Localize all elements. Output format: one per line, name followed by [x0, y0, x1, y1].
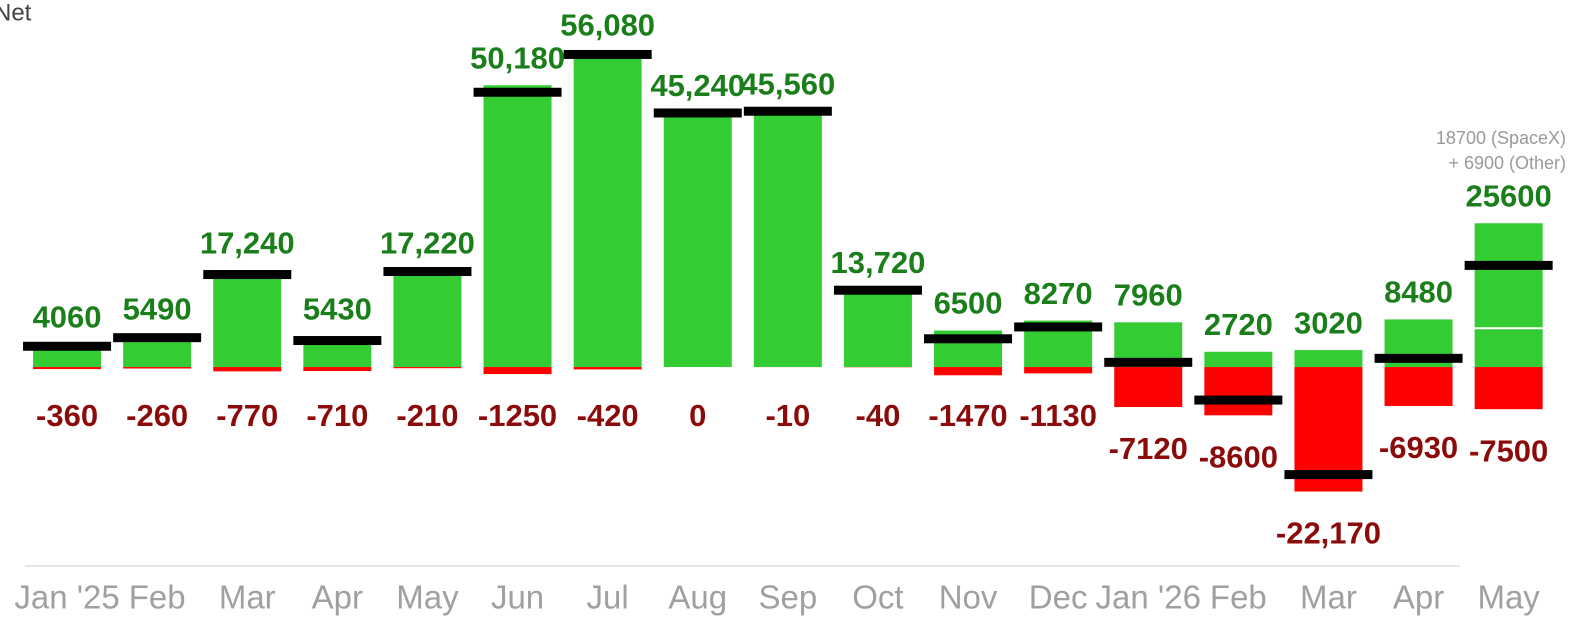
net-marker	[833, 285, 922, 295]
x-tick-label: May	[396, 579, 459, 616]
outflow-label: -1470	[928, 398, 1007, 433]
inflow-label: 56,080	[560, 7, 655, 42]
x-tick-label: Apr	[1393, 579, 1444, 616]
outflow-bar	[1204, 367, 1273, 416]
x-tick-label: Jun	[491, 579, 544, 616]
annotation: + 6900 (Other)	[1448, 153, 1566, 173]
outflow-label: -1250	[478, 398, 557, 433]
outflow-bar	[573, 367, 642, 370]
inflow-bar	[1474, 223, 1543, 368]
x-tick-label: Mar	[1300, 579, 1357, 616]
x-tick-label: Oct	[852, 579, 903, 616]
x-tick-label: Mar	[219, 579, 276, 616]
inflow-label: 8270	[1024, 276, 1093, 311]
inflow-label: 8480	[1384, 275, 1453, 310]
outflow-bar	[123, 367, 192, 369]
inflow-label: 3020	[1294, 305, 1363, 340]
outflow-label: 0	[689, 398, 706, 433]
net-marker	[1104, 357, 1193, 367]
outflow-bar	[1384, 367, 1453, 406]
net-marker	[563, 49, 652, 59]
net-marker	[1014, 322, 1103, 332]
net-marker	[924, 334, 1013, 344]
net-marker	[473, 87, 562, 97]
inflow-bar	[1294, 350, 1363, 368]
outflow-label: -10	[765, 398, 810, 433]
outflow-bar	[1114, 367, 1183, 408]
net-marker	[203, 270, 292, 280]
outflow-label: -6930	[1379, 430, 1458, 465]
outflow-label: -22,170	[1276, 516, 1381, 551]
inflow-label: 17,240	[200, 225, 295, 260]
outflow-label: -770	[216, 398, 278, 433]
inflow-bar	[573, 52, 642, 368]
net-marker	[1464, 260, 1553, 270]
net-marker	[743, 106, 832, 116]
x-tick-label: Jul	[587, 579, 629, 616]
inflow-bar	[483, 85, 552, 368]
x-tick-label: Jan '26	[1096, 579, 1201, 616]
inflow-label: 7960	[1114, 278, 1183, 313]
x-tick-label: May	[1477, 579, 1540, 616]
x-tick-label: Sep	[758, 579, 817, 616]
inflow-label: 45,240	[650, 68, 745, 103]
outflow-bar	[393, 367, 462, 369]
inflow-label: 5430	[303, 292, 372, 327]
net-marker	[1284, 470, 1373, 480]
inflow-label: 17,220	[380, 226, 475, 261]
outflow-bar	[483, 367, 552, 375]
outflow-label: -360	[36, 398, 98, 433]
inflow-label: 6500	[934, 286, 1003, 321]
inflow-label: 4060	[33, 299, 102, 334]
net-marker	[293, 336, 382, 346]
net-marker	[1374, 353, 1463, 363]
outflow-label: -710	[306, 398, 368, 433]
outflow-label: -420	[577, 398, 639, 433]
inflow-label: 13,720	[831, 245, 926, 280]
outflow-label: -8600	[1199, 440, 1278, 475]
x-tick-label: Apr	[312, 579, 363, 616]
net-label: Net	[0, 0, 32, 26]
outflow-bar	[303, 367, 372, 372]
outflow-label: -7120	[1109, 431, 1188, 466]
inflow-bar	[1204, 351, 1273, 368]
inflow-bar	[663, 112, 732, 368]
outflow-label: -40	[856, 398, 901, 433]
annotation: 18700 (SpaceX)	[1436, 128, 1566, 148]
net-marker	[113, 333, 202, 343]
inflow-bar	[753, 111, 822, 368]
inflow-label: 25600	[1466, 178, 1552, 213]
inflow-label: 2720	[1204, 307, 1273, 342]
x-tick-label: Nov	[939, 579, 998, 616]
outflow-bar	[1024, 367, 1093, 374]
x-tick-label: Feb	[129, 579, 186, 616]
net-marker	[383, 267, 472, 277]
outflow-bar	[1474, 367, 1543, 410]
x-tick-label: Feb	[1210, 579, 1267, 616]
inflow-bar	[843, 289, 912, 368]
outflow-label: -7500	[1469, 433, 1548, 468]
net-marker	[1194, 395, 1283, 405]
outflow-bar	[934, 367, 1003, 376]
inflow-label: 50,180	[470, 40, 565, 75]
inflow-label: 45,560	[740, 66, 835, 101]
inflow-label: 5490	[123, 291, 192, 326]
x-tick-label: Aug	[668, 579, 727, 616]
x-tick-label: Dec	[1029, 579, 1088, 616]
outflow-label: -1130	[1019, 398, 1097, 433]
net-marker	[23, 341, 112, 351]
outflow-label: -260	[126, 398, 188, 433]
inflow-bar	[213, 270, 282, 368]
x-tick-label: Jan '25	[14, 579, 119, 616]
outflow-bar	[33, 367, 102, 370]
net-marker	[653, 108, 742, 118]
outflow-label: -210	[396, 398, 458, 433]
inflow-bar	[393, 270, 462, 368]
outflow-bar	[213, 367, 282, 372]
